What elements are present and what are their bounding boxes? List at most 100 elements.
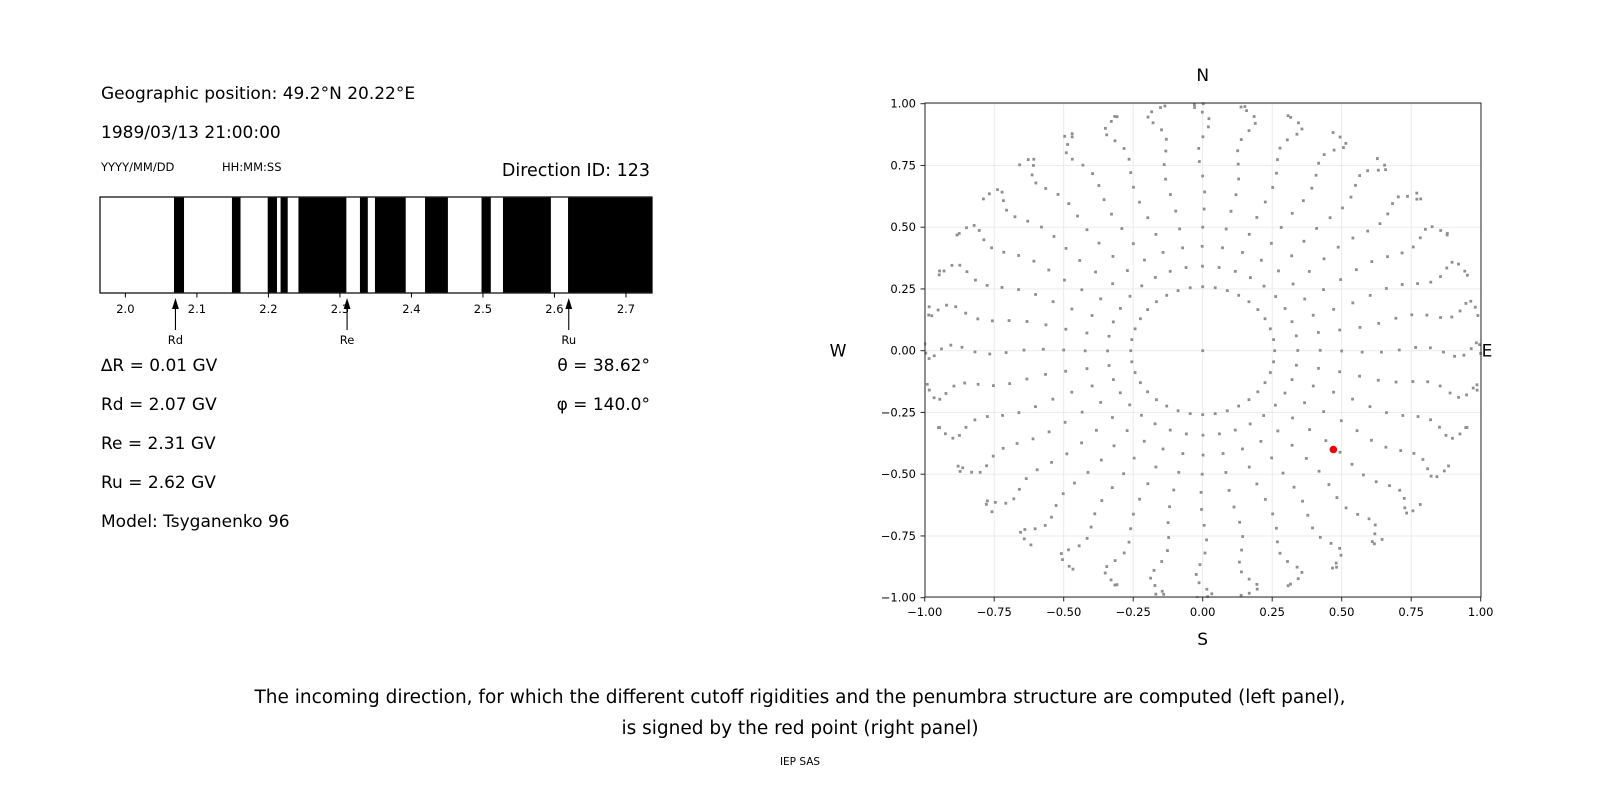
gray-dot [1110, 486, 1114, 490]
gray-dot [1161, 447, 1165, 451]
gray-dot [1153, 422, 1157, 426]
gray-dot [960, 345, 964, 349]
gray-dot [1022, 537, 1026, 541]
gray-dot [1142, 439, 1146, 443]
gray-dot [1168, 505, 1171, 509]
gray-dot [1221, 246, 1224, 250]
gray-dot [1268, 371, 1272, 374]
gray-dot [1465, 426, 1469, 429]
gray-dot [1155, 300, 1158, 304]
caption-line-2: is signed by the red point (right panel) [621, 718, 979, 739]
gray-dot [1373, 532, 1377, 536]
gray-dot [1111, 416, 1114, 419]
gray-dot [1394, 380, 1398, 384]
gray-dot [1122, 147, 1126, 150]
gray-dot [1247, 232, 1251, 236]
date-format-label: YYYY/MM/DD [101, 160, 175, 174]
x-tick-label: 2.2 [259, 302, 277, 316]
gray-dot [1342, 146, 1345, 149]
gray-dot [1256, 308, 1260, 312]
gray-dot [1023, 528, 1027, 531]
gray-dot [1166, 549, 1169, 552]
gray-dot [1210, 592, 1214, 596]
gray-dot [1031, 437, 1035, 441]
gray-dot [1127, 157, 1131, 161]
gray-dot [1001, 446, 1005, 450]
gray-dot [1335, 496, 1339, 499]
gray-dot [1339, 419, 1343, 423]
allowed-band [231, 197, 241, 293]
gray-dot [1425, 313, 1429, 317]
gray-dot [1184, 432, 1188, 436]
gray-dot [1225, 289, 1229, 293]
gray-dot [943, 432, 947, 436]
gray-dot [1012, 497, 1016, 501]
gray-dot [1241, 251, 1244, 254]
gray-dot [1090, 384, 1094, 388]
gray-dot [1099, 297, 1103, 301]
gray-dot [1300, 127, 1304, 131]
gray-dot [1188, 286, 1192, 290]
gray-dot [1469, 299, 1473, 303]
gray-dot [1181, 246, 1185, 250]
gray-dot [1154, 465, 1158, 469]
gray-dot [1237, 293, 1241, 297]
gray-dot [1002, 199, 1005, 203]
gray-dot [1370, 540, 1374, 544]
gray-dot [1034, 181, 1038, 185]
gray-dot [1202, 207, 1206, 211]
gray-dot [1070, 135, 1074, 139]
gray-dot [927, 313, 931, 317]
gray-dot [1354, 268, 1358, 272]
gray-dot [991, 319, 994, 323]
gray-dot [1476, 314, 1480, 317]
gray-dot [1322, 288, 1325, 291]
caption-line-1: The incoming direction, for which the di… [254, 687, 1346, 708]
gray-dot [1386, 255, 1389, 259]
gray-dot [1122, 472, 1126, 476]
gray-dot [1247, 398, 1251, 402]
gray-dot [985, 415, 989, 418]
gray-dot [984, 502, 988, 506]
gray-dot [958, 469, 962, 473]
ru-value: Ru = 2.62 GV [101, 473, 216, 493]
gray-dot [1290, 211, 1294, 215]
gray-dot [1118, 307, 1122, 310]
gray-dot [1168, 269, 1172, 273]
gray-dot [1146, 482, 1150, 486]
gray-dot [1255, 216, 1259, 219]
gray-dot [1097, 184, 1101, 187]
gray-dot [1130, 338, 1134, 341]
gray-dot [1435, 475, 1439, 479]
gray-dot [1174, 209, 1178, 213]
gray-dot [1160, 589, 1164, 593]
gray-dot [1426, 380, 1430, 384]
Ru-arrow-label: Ru [561, 333, 576, 347]
gray-dot [1076, 214, 1079, 218]
gray-dot [1478, 343, 1481, 347]
gray-dot [1385, 411, 1388, 415]
gray-dot [1080, 441, 1083, 445]
gray-dot [1083, 349, 1087, 353]
gray-dot [1017, 288, 1020, 291]
gray-dot [1067, 202, 1071, 205]
gray-dot [1338, 450, 1342, 454]
gray-dot [1132, 185, 1135, 189]
gray-dot [1070, 390, 1074, 394]
gray-dot [1372, 542, 1376, 546]
gray-dot [1426, 467, 1430, 471]
gray-dot [1464, 301, 1468, 305]
gray-dot [1111, 255, 1115, 258]
gray-dot [982, 238, 986, 242]
gray-dot [1249, 276, 1252, 280]
gray-dot [958, 434, 961, 437]
gray-dot [1026, 158, 1030, 161]
gray-dot [954, 305, 958, 309]
gray-dot [1462, 353, 1466, 357]
theta-value: θ = 38.62° [557, 356, 650, 376]
gray-dot [991, 384, 995, 388]
gray-dot [1146, 308, 1149, 312]
x-tick-label: 2.7 [617, 302, 635, 316]
gray-dot [1448, 391, 1452, 395]
gray-dot [1414, 346, 1418, 349]
